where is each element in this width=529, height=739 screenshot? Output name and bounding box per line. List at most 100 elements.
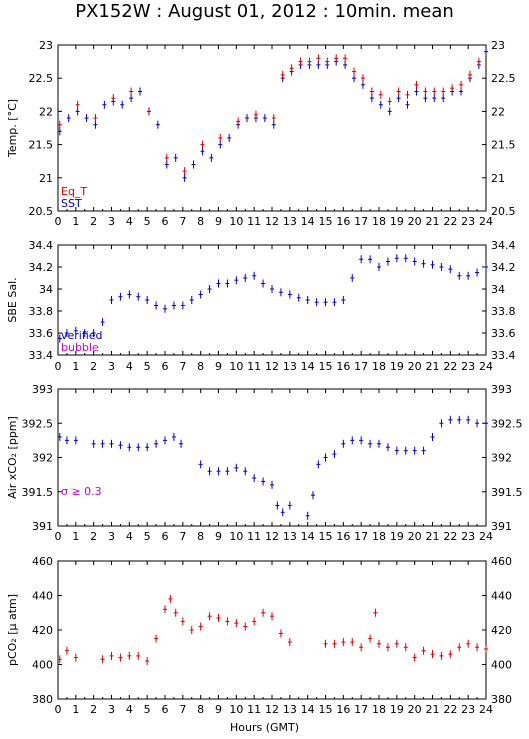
- y-axis-label: Air xCO₂ [ppm]: [6, 416, 19, 499]
- data-point: [378, 100, 383, 109]
- y-tick-label-left: 391.5: [22, 486, 54, 499]
- x-tick-label: 10: [229, 360, 243, 373]
- x-tick-label: 24: [479, 215, 493, 228]
- data-point: [173, 153, 178, 162]
- data-point: [198, 290, 203, 299]
- y-tick-label-right: 391: [491, 520, 512, 533]
- x-tick-label: 21: [426, 703, 440, 716]
- x-tick-label: 4: [126, 360, 133, 373]
- data-point: [287, 501, 292, 510]
- x-tick-label: 0: [55, 215, 62, 228]
- data-point: [154, 301, 159, 310]
- x-tick-label: 23: [461, 530, 475, 543]
- data-point: [163, 605, 167, 614]
- data-point: [270, 285, 274, 293]
- data-point: [200, 140, 205, 149]
- data-point: [448, 415, 453, 424]
- data-point: [138, 87, 143, 96]
- data-point: [171, 301, 176, 310]
- data-point: [448, 265, 453, 274]
- data-point: [179, 439, 184, 448]
- x-tick-label: 5: [144, 360, 151, 373]
- data-point: [280, 70, 285, 79]
- legend-entry: verified: [61, 329, 103, 342]
- data-point: [385, 443, 390, 452]
- data-point: [396, 87, 401, 96]
- data-point: [198, 622, 203, 631]
- data-point: [227, 133, 232, 142]
- y-tick-label-left: 34: [39, 283, 53, 296]
- x-tick-label: 15: [319, 703, 333, 716]
- data-point: [448, 650, 453, 659]
- data-point: [378, 90, 383, 99]
- y-tick-label-right: 393: [491, 383, 512, 396]
- data-point: [278, 629, 283, 638]
- x-tick-label: 11: [247, 215, 261, 228]
- data-point: [57, 334, 62, 343]
- data-point: [352, 67, 357, 76]
- y-tick-label-left: 400: [32, 659, 53, 672]
- data-point: [198, 460, 203, 469]
- data-point: [118, 441, 123, 450]
- x-tick-label: 8: [197, 703, 204, 716]
- x-tick-label: 16: [336, 360, 350, 373]
- y-tick-label-left: 460: [32, 555, 53, 568]
- data-point: [180, 301, 185, 310]
- x-tick-label: 24: [479, 530, 493, 543]
- data-point: [394, 639, 399, 648]
- x-tick-label: 19: [390, 703, 404, 716]
- y-tick-label-left: 21: [39, 172, 53, 185]
- data-point: [423, 87, 428, 96]
- y-axis-label: SBE Sal.: [6, 277, 19, 322]
- x-tick-label: 24: [479, 703, 493, 716]
- x-tick-label: 16: [336, 530, 350, 543]
- y-tick-label-left: 392: [32, 452, 53, 465]
- x-tick-label: 1: [72, 215, 79, 228]
- data-point: [234, 619, 239, 628]
- x-tick-label: 21: [426, 530, 440, 543]
- y-tick-label-right: 34.4: [491, 239, 516, 252]
- y-tick-label-right: 391.5: [491, 486, 523, 499]
- data-point: [305, 511, 310, 520]
- data-point: [439, 263, 444, 271]
- x-tick-label: 9: [215, 530, 222, 543]
- data-point: [127, 651, 132, 660]
- x-tick-label: 12: [265, 215, 279, 228]
- data-point: [75, 100, 80, 109]
- data-point: [430, 432, 435, 441]
- y-tick-label-left: 34.2: [29, 261, 54, 274]
- data-point: [360, 74, 365, 83]
- x-tick-label: 7: [179, 530, 186, 543]
- data-point: [278, 288, 283, 297]
- data-point: [394, 446, 399, 455]
- data-point: [439, 419, 444, 428]
- data-point: [243, 467, 248, 476]
- data-point: [377, 439, 381, 448]
- x-tick-label: 21: [426, 360, 440, 373]
- data-point: [403, 254, 408, 263]
- y-tick-label-right: 392.5: [491, 417, 523, 430]
- data-point: [136, 443, 141, 452]
- x-tick-label: 0: [55, 703, 62, 716]
- x-tick-label: 8: [197, 215, 204, 228]
- data-point: [64, 329, 69, 337]
- y-tick-label-left: 20.5: [29, 205, 54, 218]
- data-point: [136, 292, 141, 301]
- data-point: [209, 153, 214, 162]
- x-tick-label: 20: [408, 703, 422, 716]
- x-tick-label: 18: [372, 360, 386, 373]
- data-point: [466, 639, 471, 648]
- legend-entry: Eq_T: [61, 185, 87, 198]
- data-point: [207, 612, 212, 621]
- data-point: [332, 639, 337, 648]
- x-tick-label: 24: [479, 360, 493, 373]
- data-point: [341, 296, 346, 304]
- data-point: [234, 276, 239, 285]
- data-point: [316, 54, 321, 63]
- y-tick-label-right: 22: [491, 105, 505, 118]
- data-point: [387, 97, 392, 106]
- data-point: [118, 653, 123, 662]
- x-tick-label: 22: [443, 703, 457, 716]
- x-tick-label: 12: [265, 530, 279, 543]
- x-tick-label: 19: [390, 360, 404, 373]
